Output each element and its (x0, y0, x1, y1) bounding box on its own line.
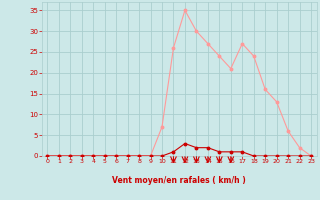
X-axis label: Vent moyen/en rafales ( km/h ): Vent moyen/en rafales ( km/h ) (112, 176, 246, 185)
